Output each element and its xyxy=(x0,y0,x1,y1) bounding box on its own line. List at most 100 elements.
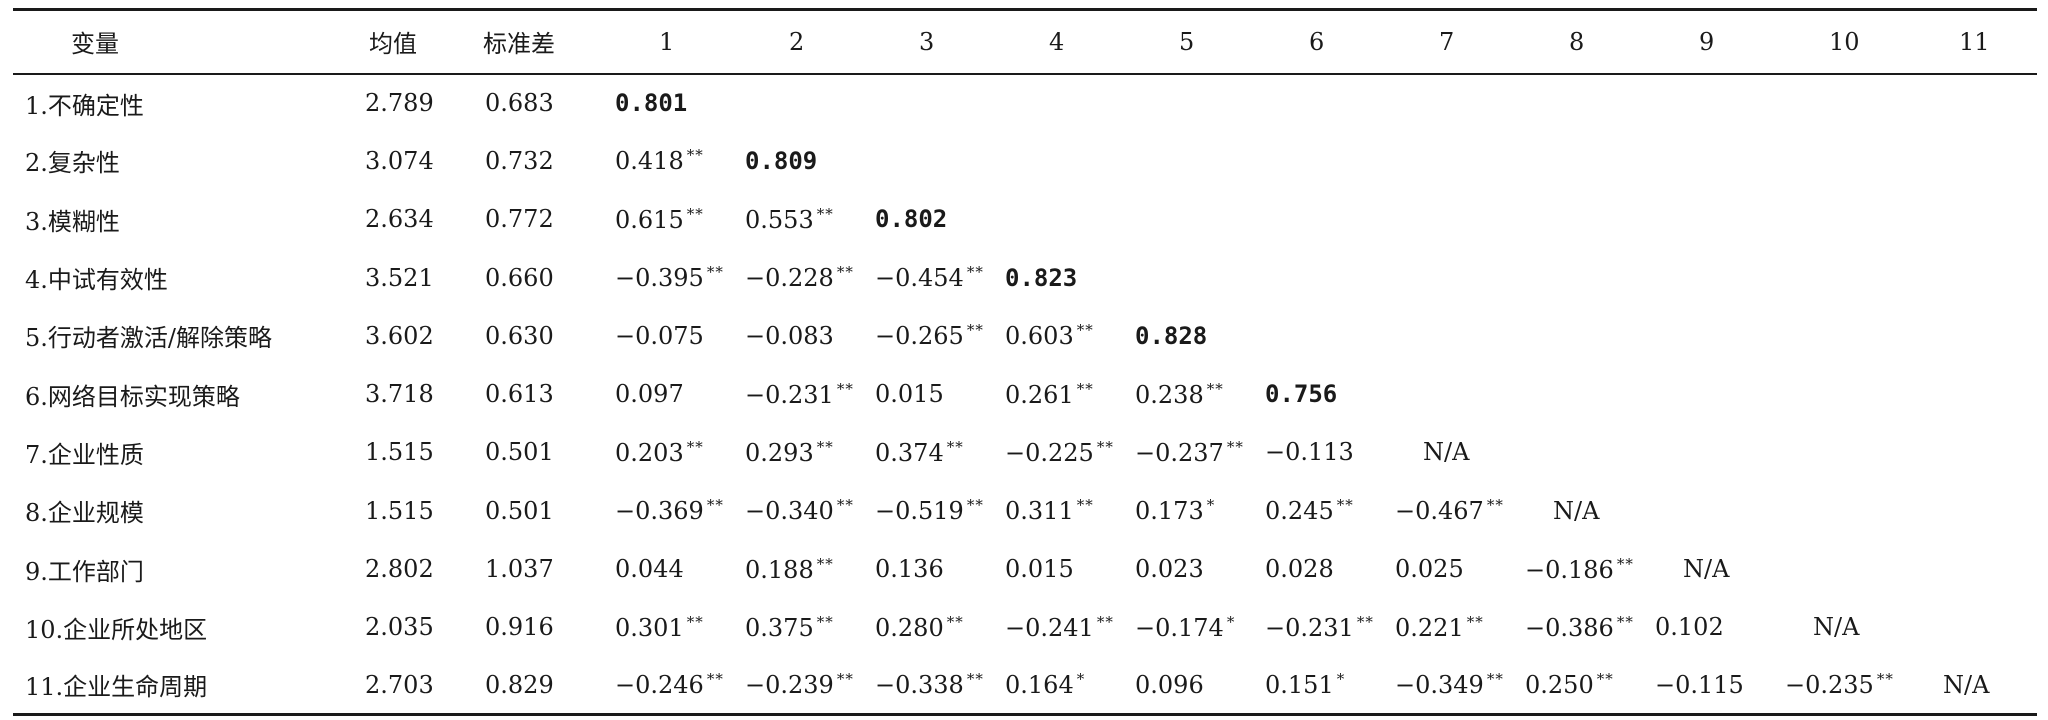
correlation-cell: −0.349 ** xyxy=(1387,656,1517,717)
correlation-value: −0.237 xyxy=(1135,438,1224,467)
sd-cell: 0.732 xyxy=(485,146,554,175)
significance-marker: ** xyxy=(1076,321,1094,340)
correlation-cell xyxy=(1257,132,1387,190)
significance-marker: ** xyxy=(816,204,834,223)
sd-cell: 1.037 xyxy=(485,555,554,584)
correlation-cell xyxy=(1647,190,1777,248)
correlation-value: 0.374 xyxy=(875,438,944,467)
mean-cell: 3.602 xyxy=(365,321,434,350)
significance-marker: ** xyxy=(1356,612,1374,631)
correlation-value: 0.097 xyxy=(615,380,684,409)
correlation-value: 0.245 xyxy=(1265,497,1334,526)
na-value: N/A xyxy=(1553,496,1600,525)
correlation-cell xyxy=(1517,423,1647,481)
correlation-value: −0.386 xyxy=(1525,613,1614,642)
correlation-cell: −0.075 xyxy=(607,307,737,365)
correlation-value: −0.395 xyxy=(615,264,704,293)
correlation-cell xyxy=(1517,132,1647,190)
sd-cell: 0.613 xyxy=(485,380,554,409)
correlation-value: −0.340 xyxy=(745,497,834,526)
correlation-cell xyxy=(1647,74,1777,132)
correlation-cell xyxy=(1907,248,2037,306)
mean-cell: 3.074 xyxy=(365,146,434,175)
correlation-value: 0.203 xyxy=(615,438,684,467)
correlation-value: −0.338 xyxy=(875,671,964,700)
correlation-cell: 0.164 * xyxy=(997,656,1127,717)
correlation-cell: −0.113 xyxy=(1257,423,1387,481)
sd-cell: 0.630 xyxy=(485,321,554,350)
variable-name-cell: 9.工作部门 xyxy=(25,557,144,586)
correlation-cell: −0.386 ** xyxy=(1517,598,1647,656)
table-body: 1.不确定性 2.789 0.683 0.801 2.复杂性 3.074 0.732 0.41… xyxy=(13,74,2037,717)
correlation-cell xyxy=(1907,74,2037,132)
table-row: 11.企业生命周期 2.703 0.829 −0.246 ** −0.239 ** −0.33… xyxy=(13,656,2037,717)
correlation-cell: 0.188 ** xyxy=(737,540,867,598)
correlation-cell xyxy=(1777,423,1907,481)
correlation-cell xyxy=(1517,190,1647,248)
header-col-9: 9 xyxy=(1647,8,1777,75)
table-row: 4.中试有效性 3.521 0.660 −0.395 ** −0.228 ** −0.454 *… xyxy=(13,248,2037,306)
correlation-value: −0.083 xyxy=(745,321,834,350)
correlation-cell: −0.237 ** xyxy=(1127,423,1257,481)
header-col-11: 11 xyxy=(1907,8,2037,75)
significance-marker: ** xyxy=(1486,670,1504,689)
correlation-value: 0.136 xyxy=(875,555,944,584)
significance-marker: ** xyxy=(686,437,704,456)
correlation-cell xyxy=(1127,190,1257,248)
mean-cell: 2.802 xyxy=(365,555,434,584)
header-col-7: 7 xyxy=(1387,8,1517,75)
correlation-value: 0.418 xyxy=(615,147,684,176)
correlation-value: 0.293 xyxy=(745,438,814,467)
correlation-cell xyxy=(867,74,997,132)
correlation-cell: −0.338 ** xyxy=(867,656,997,717)
correlation-table: 变量 均值 标准差 1 2 3 4 5 6 7 8 9 10 11 1.不确定性… xyxy=(13,8,2037,717)
correlation-cell: 0.096 xyxy=(1127,656,1257,717)
correlation-cell xyxy=(1517,307,1647,365)
correlation-cell xyxy=(1907,540,2037,598)
correlation-cell: −0.174 * xyxy=(1127,598,1257,656)
significance-marker: ** xyxy=(706,670,724,689)
correlation-cell xyxy=(1777,248,1907,306)
correlation-value: 0.250 xyxy=(1525,671,1594,700)
significance-marker: ** xyxy=(816,437,834,456)
correlation-value: −0.225 xyxy=(1005,438,1094,467)
table-row: 3.模糊性 2.634 0.772 0.615 ** 0.553 ** 0.802 xyxy=(13,190,2037,248)
significance-marker: ** xyxy=(836,496,854,515)
correlation-cell: 0.238 ** xyxy=(1127,365,1257,423)
correlation-cell xyxy=(997,74,1127,132)
correlation-cell: −0.115 xyxy=(1647,656,1777,717)
correlation-cell xyxy=(1387,365,1517,423)
correlation-cell: N/A xyxy=(1387,423,1517,481)
correlation-cell: N/A xyxy=(1777,598,1907,656)
correlation-cell xyxy=(1777,307,1907,365)
correlation-cell xyxy=(1387,248,1517,306)
variable-name-cell: 2.复杂性 xyxy=(25,149,120,178)
correlation-cell xyxy=(1907,307,2037,365)
correlation-cell: −0.186 ** xyxy=(1517,540,1647,598)
correlation-cell xyxy=(1647,307,1777,365)
correlation-value: 0.280 xyxy=(875,613,944,642)
correlation-value: −0.519 xyxy=(875,497,964,526)
correlation-cell: −0.083 xyxy=(737,307,867,365)
mean-cell: 2.035 xyxy=(365,613,434,642)
correlation-cell xyxy=(1777,365,1907,423)
correlation-cell: −0.231 ** xyxy=(737,365,867,423)
significance-marker: * xyxy=(1076,670,1086,689)
significance-marker: ** xyxy=(946,437,964,456)
table-row: 7.企业性质 1.515 0.501 0.203 ** 0.293 ** 0.374 ** −0.… xyxy=(13,423,2037,481)
significance-marker: ** xyxy=(1616,554,1634,573)
header-mean: 均值 xyxy=(351,8,473,75)
correlation-cell: 0.280 ** xyxy=(867,598,997,656)
significance-marker: ** xyxy=(1076,379,1094,398)
correlation-value: −0.454 xyxy=(875,264,964,293)
header-col-6: 6 xyxy=(1257,8,1387,75)
mean-cell: 3.718 xyxy=(365,380,434,409)
correlation-cell: 0.261 ** xyxy=(997,365,1127,423)
correlation-value: 0.096 xyxy=(1135,670,1204,699)
correlation-cell: 0.756 xyxy=(1257,365,1387,423)
diagonal-value: 0.823 xyxy=(1005,263,1078,292)
table-row: 10.企业所处地区 2.035 0.916 0.301 ** 0.375 ** 0.280 **… xyxy=(13,598,2037,656)
correlation-cell xyxy=(1907,190,2037,248)
correlation-cell: −0.395 ** xyxy=(607,248,737,306)
correlation-cell xyxy=(1517,248,1647,306)
